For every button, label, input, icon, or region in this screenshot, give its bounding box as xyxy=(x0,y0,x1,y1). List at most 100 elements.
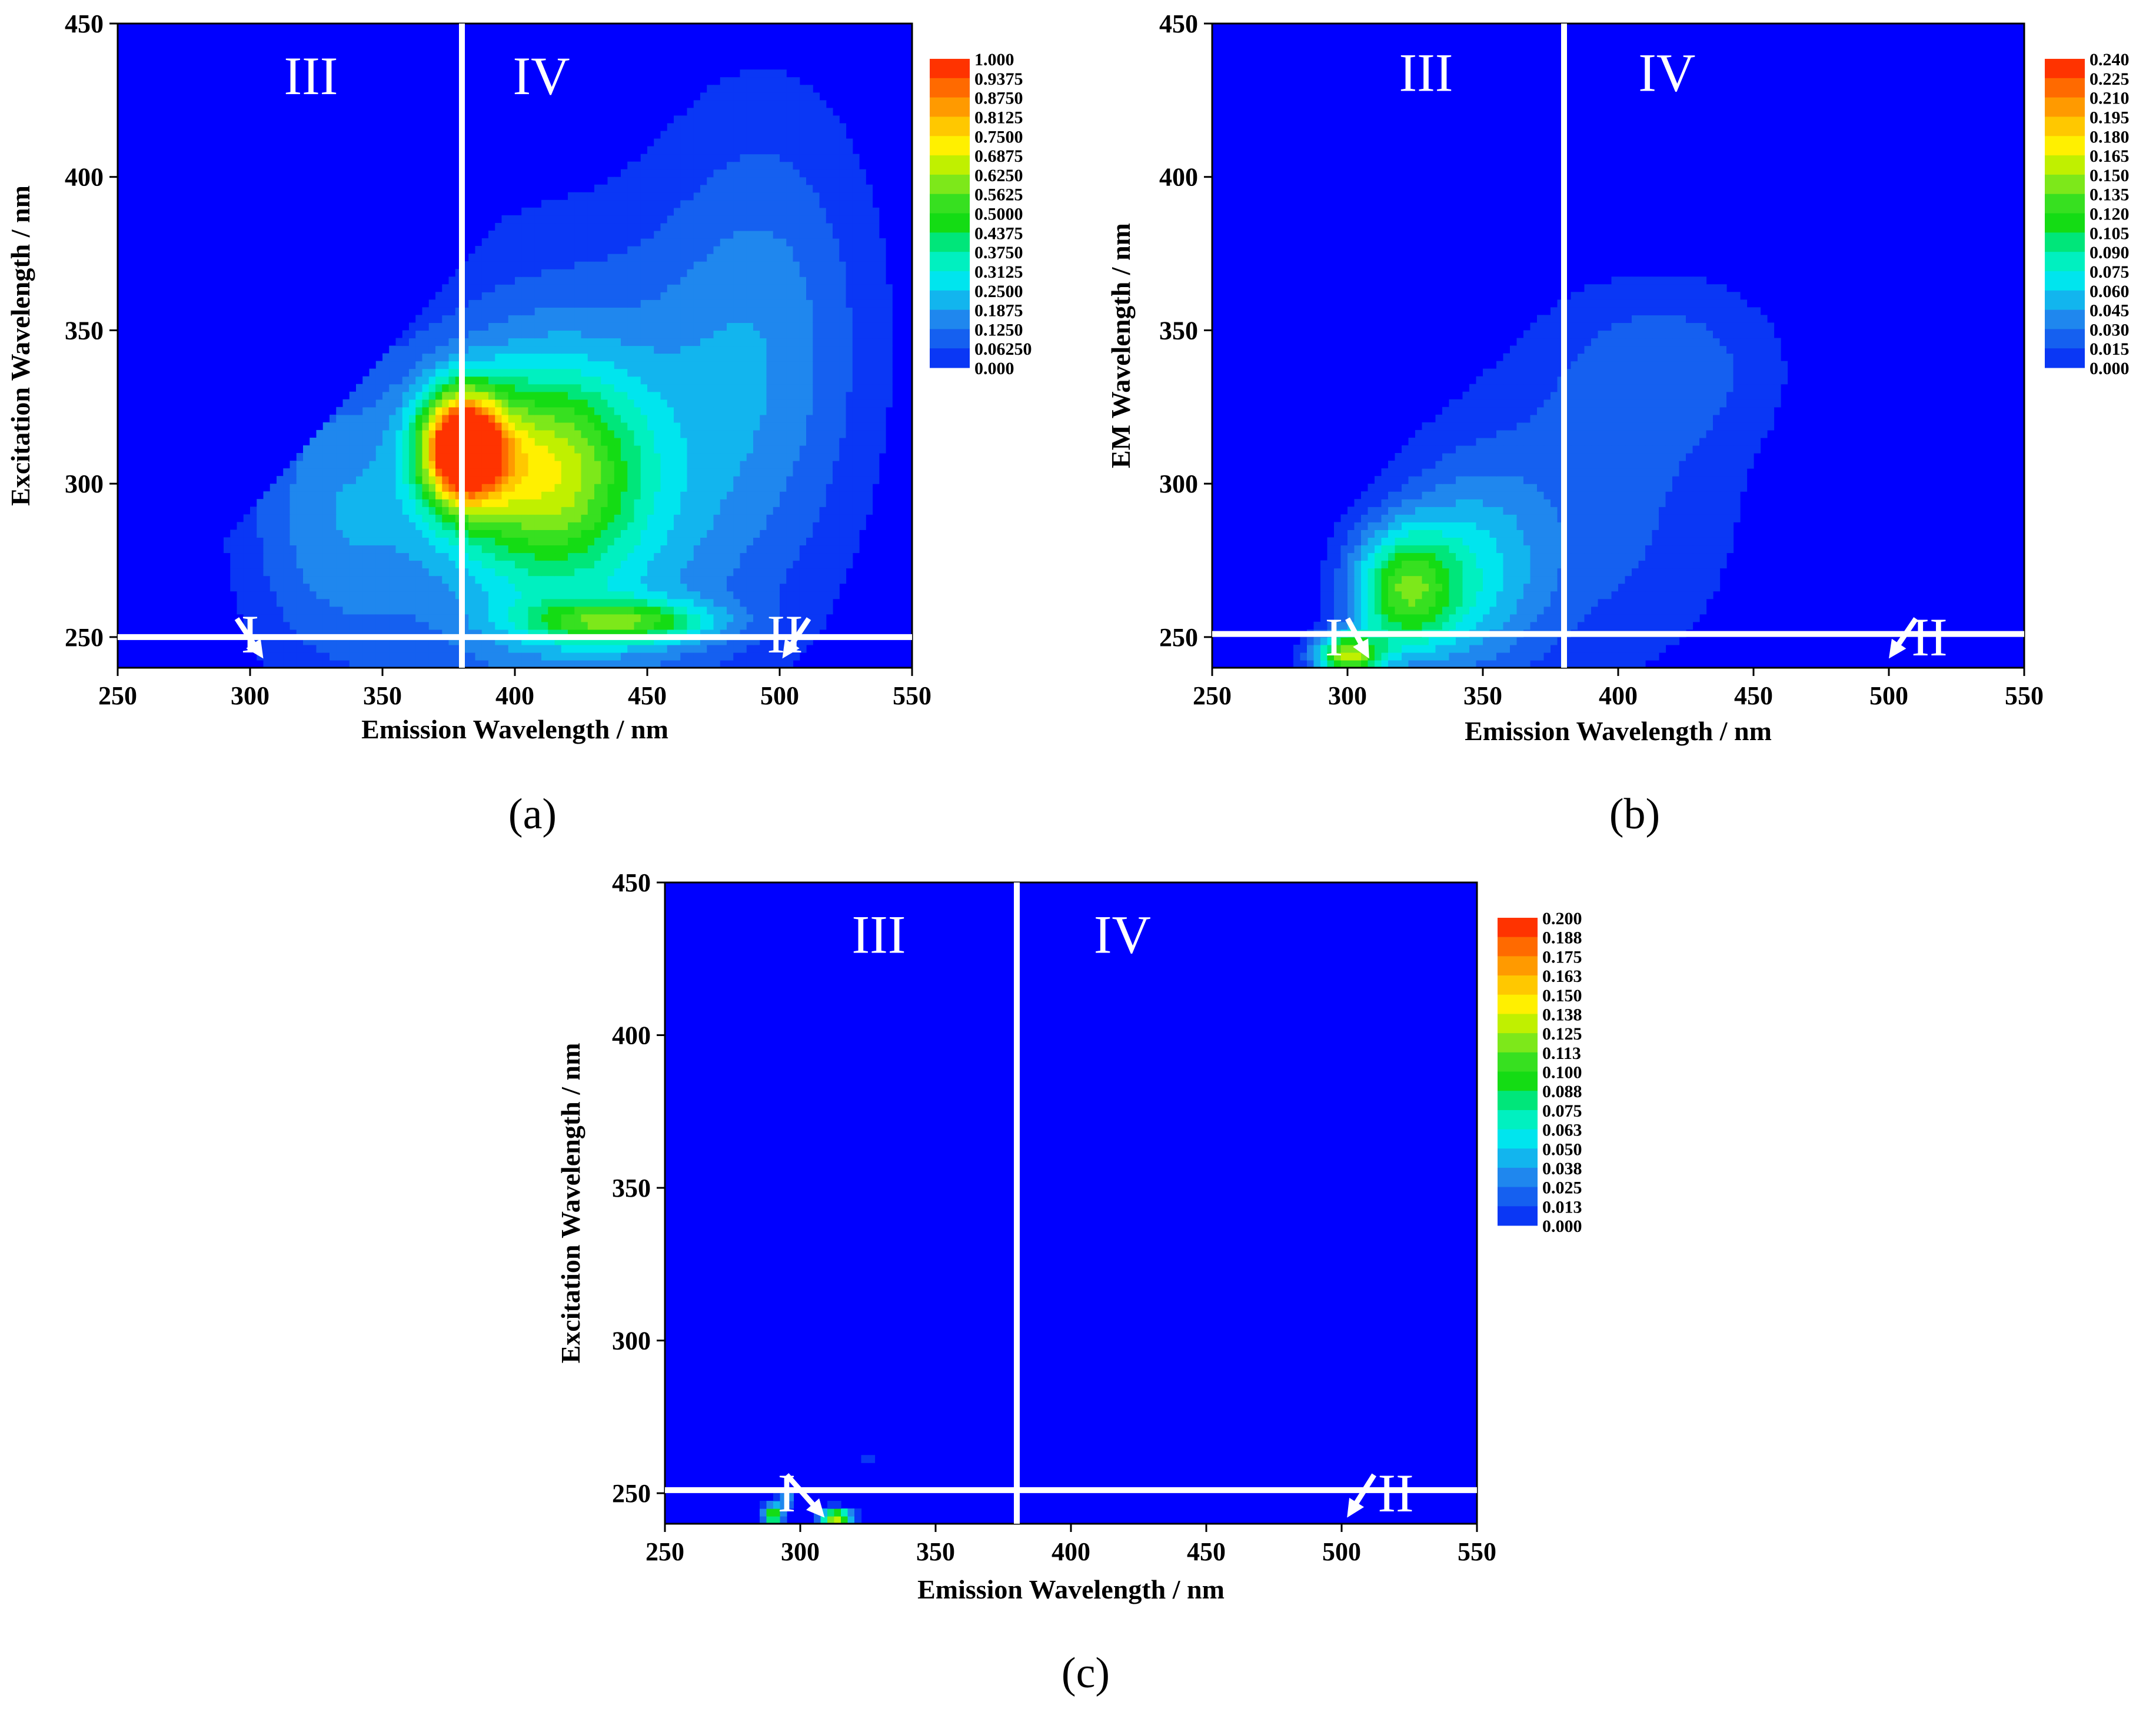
contour-cell xyxy=(846,246,853,254)
contour-cell xyxy=(488,254,495,262)
contour-cell xyxy=(270,499,277,507)
contour-cell xyxy=(349,545,357,554)
contour-cell xyxy=(647,230,654,239)
contour-cell xyxy=(409,361,416,369)
contour-cell xyxy=(674,299,681,308)
contour-cell xyxy=(303,575,310,584)
contour-cell xyxy=(561,322,568,331)
contour-cell xyxy=(680,391,688,400)
contour-cell xyxy=(693,591,701,599)
contour-cell xyxy=(793,568,800,577)
contour-cell xyxy=(561,207,568,216)
contour-cell xyxy=(534,299,542,308)
contour-cell xyxy=(554,307,562,315)
contour-cell xyxy=(290,652,297,661)
contour-cell xyxy=(521,422,529,431)
contour-cell xyxy=(435,437,442,446)
contour-cell xyxy=(422,575,430,584)
contour-cell xyxy=(402,453,410,461)
contour-cell xyxy=(468,629,476,638)
contour-cell xyxy=(428,484,436,492)
contour-cell xyxy=(621,376,628,385)
contour-cell xyxy=(753,461,760,469)
contour-cell xyxy=(621,315,628,323)
contour-cell xyxy=(495,261,503,269)
contour-cell xyxy=(614,614,621,622)
contour-cell xyxy=(541,361,548,369)
contour-cell xyxy=(654,537,661,546)
contour-cell xyxy=(435,307,442,315)
contour-cell xyxy=(713,315,721,323)
contour-cell xyxy=(382,552,390,561)
contour-cell xyxy=(515,461,522,469)
contour-cell xyxy=(462,507,469,515)
contour-cell xyxy=(296,652,304,661)
contour-cell xyxy=(534,345,542,354)
contour-cell xyxy=(839,254,847,262)
contour-cell xyxy=(283,591,291,599)
contour-cell xyxy=(342,583,350,592)
contour-cell xyxy=(395,468,403,477)
contour-cell xyxy=(488,238,495,247)
contour-cell xyxy=(581,284,588,292)
contour-cell xyxy=(806,322,813,331)
contour-cell xyxy=(448,414,456,423)
contour-cell xyxy=(674,407,681,415)
contour-cell xyxy=(375,598,383,607)
contour-cell xyxy=(879,407,886,415)
contour-cell xyxy=(852,238,860,247)
contour-cell xyxy=(501,284,509,292)
contour-cell xyxy=(515,491,522,499)
contour-cell xyxy=(568,254,575,262)
contour-cell xyxy=(621,499,628,507)
contour-cell xyxy=(627,246,635,254)
contour-cell xyxy=(780,445,787,454)
contour-cell xyxy=(687,261,694,269)
contour-cell xyxy=(561,552,568,561)
contour-cell xyxy=(581,660,588,668)
contour-cell xyxy=(833,192,840,201)
contour-cell xyxy=(316,591,324,599)
contour-cell xyxy=(455,391,463,400)
contour-cell xyxy=(587,429,595,438)
contour-cell xyxy=(746,407,754,415)
contour-cell xyxy=(501,315,509,323)
contour-cell xyxy=(488,399,495,408)
contour-cell xyxy=(879,292,886,300)
contour-cell xyxy=(667,614,674,622)
contour-cell xyxy=(866,199,873,208)
contour-cell xyxy=(786,338,794,347)
contour-cell xyxy=(587,445,595,454)
contour-cell xyxy=(833,345,840,354)
contour-cell xyxy=(667,629,674,638)
contour-cell xyxy=(409,353,416,362)
contour-cell xyxy=(581,499,588,507)
contour-cell xyxy=(607,407,615,415)
contour-cell xyxy=(733,499,741,507)
contour-cell xyxy=(448,568,456,577)
contour-cell xyxy=(587,414,595,423)
contour-cell xyxy=(806,414,813,423)
contour-cell xyxy=(773,476,780,484)
contour-cell xyxy=(852,376,860,385)
contour-cell xyxy=(819,621,827,630)
contour-cell xyxy=(687,507,694,515)
contour-cell xyxy=(733,507,741,515)
contour-cell xyxy=(521,292,529,300)
contour-cell xyxy=(707,545,714,554)
contour-cell xyxy=(428,491,436,499)
contour-cell xyxy=(263,598,271,607)
contour-cell xyxy=(515,269,522,277)
contour-cell xyxy=(488,330,495,339)
contour-cell xyxy=(621,184,628,193)
contour-cell xyxy=(687,484,694,492)
contour-cell xyxy=(508,507,515,515)
contour-cell xyxy=(740,330,747,339)
contour-cell xyxy=(687,545,694,554)
contour-cell xyxy=(488,429,495,438)
contour-cell xyxy=(634,368,641,377)
contour-cell xyxy=(541,468,548,477)
contour-cell xyxy=(806,376,813,385)
contour-cell xyxy=(296,637,304,645)
contour-cell xyxy=(819,284,827,292)
